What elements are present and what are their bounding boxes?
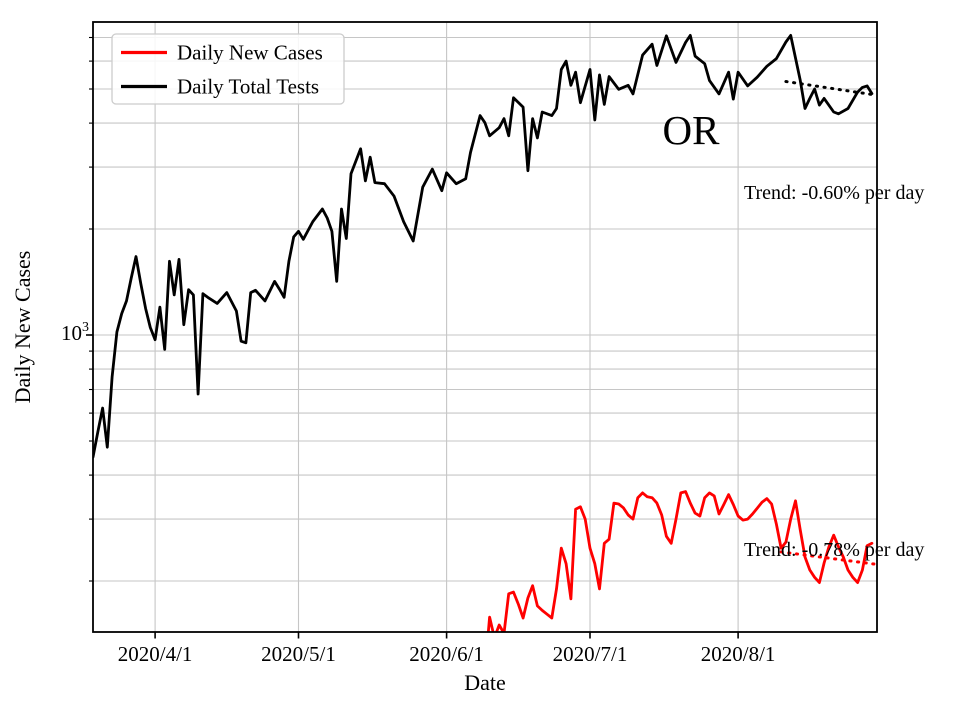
series-line-daily-total-tests: [93, 34, 874, 459]
plot-frame: [92, 21, 878, 633]
tests-trend-annotation: Trend: -0.60% per day: [744, 182, 924, 204]
cases-trend-annotation: Trend: -0.78% per day: [744, 539, 924, 561]
legend-box: [111, 33, 345, 105]
region-annotation: OR: [663, 107, 721, 153]
tests-trend-dotted-line: [784, 80, 877, 97]
x-tick-label: 2020/6/1: [409, 642, 484, 666]
legend-item-daily-new-cases: Daily New Cases: [121, 41, 323, 65]
x-tick-label: 2020/5/1: [261, 642, 336, 666]
series-lines: [93, 34, 874, 632]
x-tick-label: 2020/8/1: [701, 642, 776, 666]
y-axis-label: Daily New Cases: [10, 251, 35, 404]
cases-trend-dotted-line: [779, 550, 877, 566]
legend-label: Daily Total Tests: [177, 75, 319, 99]
legend-label: Daily New Cases: [177, 41, 323, 65]
legend: Daily New Cases Daily Total Tests: [111, 33, 345, 105]
x-tick-label: 2020/4/1: [118, 642, 193, 666]
y-axis-major-tick-label: 103: [61, 320, 89, 345]
axis-ticks: 2020/4/1 2020/5/1 2020/6/1 2020/7/1 2020/8/1: [86, 36, 776, 666]
x-tick-label: 2020/7/1: [553, 642, 628, 666]
trend-lines: [779, 80, 877, 566]
legend-item-daily-total-tests: Daily Total Tests: [121, 75, 319, 99]
series-line-daily-new-cases: [486, 490, 874, 632]
x-axis-label: Date: [464, 670, 506, 695]
